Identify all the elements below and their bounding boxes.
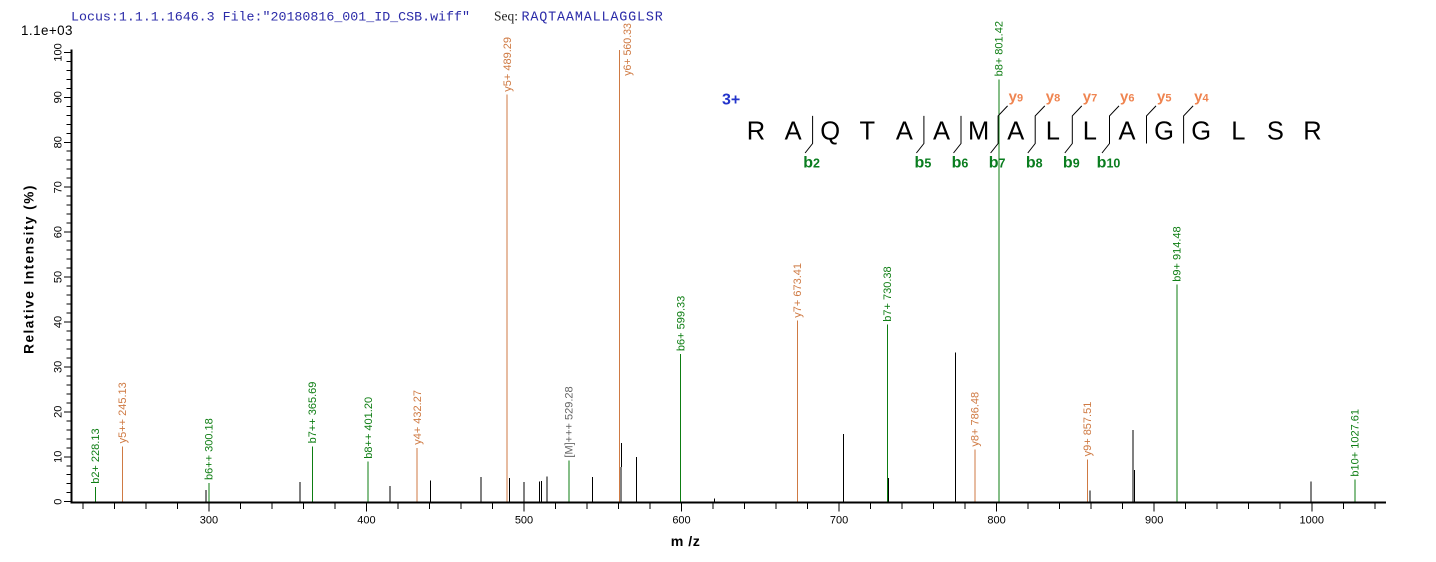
svg-text:G: G (1191, 118, 1211, 146)
svg-text:Locus:1.1.1.1646.3 File:"20180: Locus:1.1.1.1646.3 File:"20180816_001_ID… (71, 10, 470, 25)
svg-text:y8+ 786.48: y8+ 786.48 (970, 392, 982, 447)
svg-text:b5: b5 (915, 155, 932, 172)
svg-text:A: A (1118, 118, 1135, 146)
svg-text:b7++ 365.69: b7++ 365.69 (307, 382, 319, 444)
svg-text:b6+ 599.33: b6+ 599.33 (675, 296, 687, 351)
svg-text:L: L (1083, 118, 1097, 146)
svg-text:M: M (968, 118, 989, 146)
svg-text:A: A (1007, 118, 1024, 146)
svg-text:[M]+++ 529.28: [M]+++ 529.28 (563, 386, 575, 457)
svg-text:1000: 1000 (1300, 514, 1324, 526)
svg-text:1.1e+03: 1.1e+03 (21, 23, 73, 38)
svg-text:y7: y7 (1083, 89, 1097, 106)
svg-text:y9+ 857.51: y9+ 857.51 (1082, 402, 1094, 457)
svg-text:T: T (860, 118, 876, 146)
svg-text:70: 70 (52, 181, 64, 193)
svg-text:A: A (896, 118, 913, 146)
svg-text:G: G (1154, 118, 1174, 146)
svg-text:700: 700 (830, 514, 848, 526)
svg-text:40: 40 (52, 316, 64, 328)
svg-text:y9: y9 (1009, 89, 1023, 106)
svg-text:b2+ 228.13: b2+ 228.13 (90, 428, 102, 483)
svg-text:100: 100 (52, 43, 64, 61)
svg-text:y7+ 673.41: y7+ 673.41 (792, 263, 804, 318)
svg-text:L: L (1046, 118, 1060, 146)
svg-text:60: 60 (52, 226, 64, 238)
svg-text:Q: Q (820, 118, 840, 146)
svg-text:90: 90 (52, 91, 64, 103)
svg-text:y8: y8 (1046, 89, 1060, 106)
svg-text:Seq:: Seq: (494, 9, 518, 24)
svg-text:S: S (1267, 118, 1284, 146)
svg-text:900: 900 (1145, 514, 1163, 526)
svg-text:30: 30 (52, 361, 64, 373)
svg-text:y5: y5 (1157, 89, 1171, 106)
svg-text:y5++ 245.13: y5++ 245.13 (117, 382, 129, 443)
svg-text:b8: b8 (1026, 155, 1043, 172)
svg-text:L: L (1231, 118, 1245, 146)
svg-text:b6: b6 (952, 155, 969, 172)
svg-text:y6: y6 (1120, 89, 1134, 106)
svg-text:R: R (747, 118, 765, 146)
svg-text:10: 10 (52, 451, 64, 463)
svg-text:b6++ 300.18: b6++ 300.18 (204, 418, 216, 480)
svg-text:b9: b9 (1063, 155, 1080, 172)
svg-text:b9+ 914.48: b9+ 914.48 (1172, 226, 1184, 281)
svg-text:400: 400 (357, 514, 375, 526)
svg-text:50: 50 (52, 271, 64, 283)
svg-text:R: R (1303, 118, 1321, 146)
svg-text:b8++ 401.20: b8++ 401.20 (363, 397, 375, 459)
svg-text:0: 0 (52, 499, 64, 505)
svg-text:b10: b10 (1097, 155, 1121, 172)
svg-text:A: A (785, 118, 802, 146)
svg-text:b10+ 1027.61: b10+ 1027.61 (1350, 409, 1362, 477)
svg-text:20: 20 (52, 406, 64, 418)
svg-text:y4: y4 (1194, 89, 1209, 106)
svg-text:b7: b7 (989, 155, 1006, 172)
svg-text:b7+ 730.38: b7+ 730.38 (882, 266, 894, 321)
svg-text:A: A (933, 118, 950, 146)
svg-text:y5+ 489.29: y5+ 489.29 (502, 37, 514, 92)
svg-text:600: 600 (672, 514, 690, 526)
svg-text:m /z: m /z (671, 534, 701, 550)
svg-text:80: 80 (52, 136, 64, 148)
svg-text:RAQTAAMALLAGGLSR: RAQTAAMALLAGGLSR (522, 11, 664, 26)
svg-text:300: 300 (200, 514, 218, 526)
svg-text:Relative Intensity (%): Relative Intensity (%) (22, 184, 37, 354)
svg-text:800: 800 (987, 514, 1005, 526)
svg-text:y4+ 432.27: y4+ 432.27 (412, 390, 424, 445)
svg-text:b2: b2 (803, 155, 820, 172)
svg-text:b8+ 801.42: b8+ 801.42 (994, 21, 1006, 76)
svg-text:500: 500 (515, 514, 533, 526)
svg-text:y6+ 560.33: y6+ 560.33 (622, 23, 634, 76)
svg-text:3+: 3+ (722, 92, 740, 109)
